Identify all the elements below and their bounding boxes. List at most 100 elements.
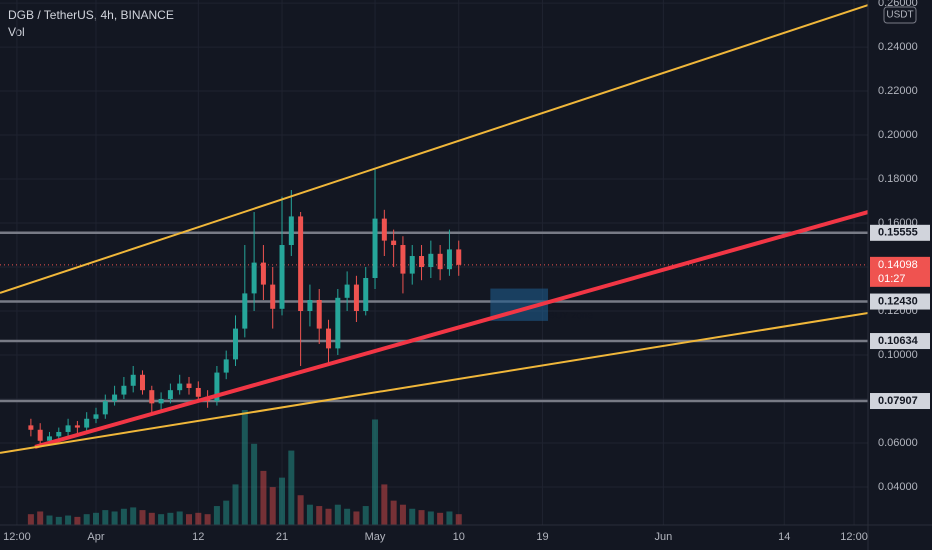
- candle-body: [84, 418, 90, 428]
- candle-body: [177, 383, 183, 391]
- volume-bar: [232, 484, 239, 525]
- x-tick-label: 10: [453, 531, 465, 543]
- candle-body: [28, 425, 34, 430]
- candle-body: [186, 383, 192, 388]
- volume-bar: [204, 514, 211, 525]
- trend-line: [0, 311, 869, 454]
- volume-bar: [334, 504, 341, 525]
- y-tick-label: 0.10000: [878, 349, 918, 361]
- volume-bar: [362, 506, 369, 525]
- candle-body: [419, 256, 425, 268]
- y-tick-label: 0.26000: [878, 0, 918, 9]
- x-tick-label: May: [365, 531, 386, 543]
- volume-bar: [344, 508, 351, 525]
- candle-body: [56, 431, 62, 437]
- candle-body: [326, 328, 332, 349]
- volume-bar: [111, 511, 118, 525]
- last-price-label: 0.14098: [878, 259, 918, 271]
- volume-bar: [241, 410, 248, 525]
- volume-bar: [316, 506, 323, 525]
- volume-bar: [46, 515, 53, 525]
- candle-body: [251, 262, 257, 294]
- level-label: 0.12430: [878, 295, 918, 307]
- volume-bar: [74, 516, 81, 525]
- candle-body: [139, 374, 145, 391]
- x-tick-label: 21: [276, 531, 288, 543]
- volume-bar: [176, 511, 183, 525]
- x-tick-label: 12: [192, 531, 204, 543]
- trend-line: [34, 210, 869, 449]
- level-label-bg: [870, 333, 930, 350]
- last-price-bg: [870, 256, 930, 287]
- volume-bar: [372, 419, 379, 525]
- volume-bar: [260, 470, 267, 525]
- candle-body: [102, 401, 108, 415]
- candle-body: [456, 249, 462, 265]
- candle-body: [400, 245, 406, 274]
- volume-bar: [390, 500, 397, 525]
- volume-bar: [427, 511, 434, 525]
- volume-bar: [37, 511, 44, 525]
- candle-body: [372, 218, 378, 279]
- volume-label: Vol: [8, 25, 25, 39]
- candle-body: [130, 374, 136, 386]
- volume-bar: [65, 515, 72, 525]
- volume-bar: [269, 487, 276, 525]
- y-tick-label: 0.04000: [878, 481, 918, 493]
- volume-bar: [92, 512, 99, 525]
- candle-body: [167, 390, 173, 399]
- x-tick-label: 12:00: [3, 531, 31, 543]
- x-tick-label: Jun: [654, 531, 672, 543]
- volume-bar: [102, 510, 109, 525]
- volume-bar: [409, 508, 416, 525]
- level-label-bg: [870, 224, 930, 241]
- x-tick-label: 12:00: [840, 531, 868, 543]
- volume-bar: [381, 484, 388, 525]
- volume-bar: [130, 507, 137, 525]
- volume-bar: [158, 514, 165, 525]
- candle-body: [195, 387, 201, 397]
- volume-bar: [251, 443, 258, 525]
- buy-zone-label: BUY zone: [548, 311, 593, 322]
- candle-body: [112, 394, 118, 402]
- volume-bar: [455, 514, 462, 525]
- volume-bar: [195, 512, 202, 525]
- volume-bar: [288, 450, 295, 525]
- volume-bar: [83, 514, 90, 525]
- chart-title: DGB / TetherUS, 4h, BINANCE: [8, 8, 174, 22]
- plot-area: BUY zone: [0, 0, 869, 525]
- y-tick-label: 0.22000: [878, 85, 918, 97]
- candle-body: [335, 297, 341, 349]
- volume-bar: [213, 506, 220, 525]
- volume-bar: [167, 512, 174, 525]
- trend-line: [0, 4, 869, 294]
- candle-body: [158, 398, 164, 404]
- volume-bar: [418, 510, 425, 525]
- volume-bar: [223, 500, 230, 525]
- level-label-bg: [870, 293, 930, 310]
- candle-body: [363, 278, 369, 311]
- candle-body: [316, 300, 322, 329]
- volume-bar: [437, 512, 444, 525]
- level-label: 0.15555: [878, 227, 918, 239]
- volume-bar: [186, 514, 193, 525]
- x-tick-label: 19: [536, 531, 548, 543]
- volume-bar: [148, 512, 155, 525]
- volume-bar: [297, 495, 304, 525]
- volume-bar: [55, 516, 62, 525]
- candle-body: [298, 216, 304, 311]
- candle-body: [279, 245, 285, 309]
- candle-body: [353, 284, 359, 311]
- candle-body: [288, 216, 294, 246]
- candle-body: [65, 425, 71, 432]
- grid: [0, 0, 868, 525]
- candle-body: [409, 256, 415, 274]
- level-label: 0.10634: [878, 335, 919, 347]
- candle-body: [223, 359, 229, 373]
- volume-bar: [279, 477, 286, 525]
- volume-bar: [446, 511, 453, 525]
- candle-body: [74, 425, 80, 428]
- candle-body: [446, 249, 452, 270]
- candle-body: [233, 328, 239, 360]
